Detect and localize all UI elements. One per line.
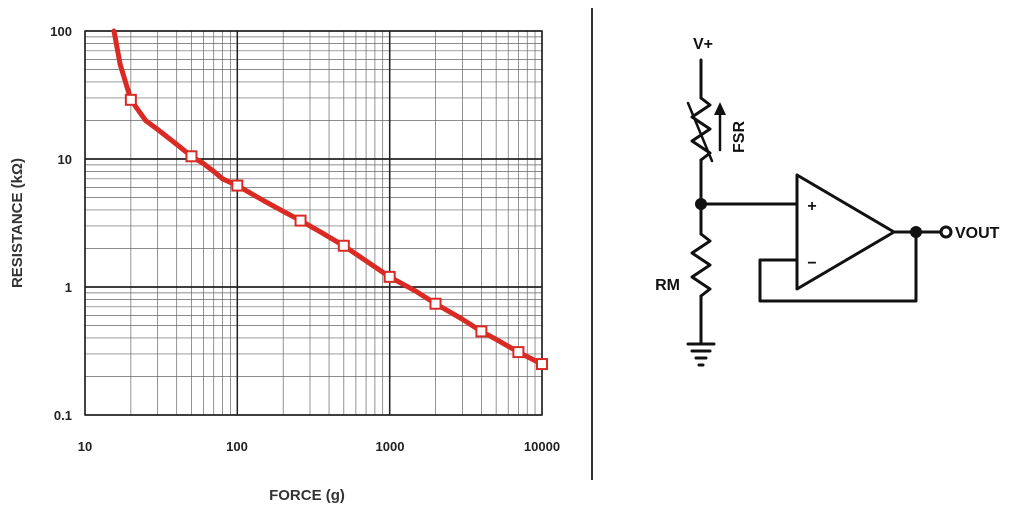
x-axis-label: FORCE (g): [269, 487, 345, 504]
y-tick-label: 10: [58, 152, 72, 167]
output-terminal: [939, 225, 953, 239]
rm-resistor: [690, 232, 712, 298]
data-point-marker: [294, 214, 307, 227]
plot-frame: [84, 30, 543, 416]
fsr-variable-slash: [686, 101, 714, 163]
y-axis-label: RESISTANCE (kΩ): [9, 158, 26, 288]
x-tick-label: 10000: [524, 439, 560, 454]
data-point-marker: [475, 325, 488, 338]
resistance-curve: [111, 28, 545, 367]
plus-input-sign: +: [807, 198, 816, 215]
data-point-marker: [124, 93, 137, 106]
series-layer: [111, 28, 548, 371]
data-point-marker: [231, 179, 244, 192]
minus-input-sign: −: [807, 255, 816, 272]
x-tick-label: 100: [226, 439, 248, 454]
y-tick-label: 0.1: [54, 408, 72, 423]
data-point-marker: [383, 270, 396, 283]
data-point-marker: [536, 358, 548, 371]
supply-label: V+: [693, 36, 713, 53]
force-resistance-chart: 10 100 1000 10000 0.1 1 10 100 FORCE (g)…: [9, 24, 560, 504]
y-tick-label: 100: [50, 24, 72, 39]
output-label: VOUT: [955, 225, 1000, 242]
fsr-label: FSR: [731, 121, 748, 153]
minor-grid: [85, 31, 542, 415]
fsr-circuit-schematic: V+ FSR RM + − VOUT: [655, 36, 1000, 367]
feedback-wire: [758, 230, 918, 303]
op-amp-triangle: [795, 173, 896, 291]
data-point-marker: [512, 346, 525, 359]
x-tick-label: 10: [78, 439, 92, 454]
major-grid: [84, 30, 543, 416]
y-tick-label: 1: [65, 280, 72, 295]
data-point-marker: [429, 297, 442, 310]
data-point-marker: [337, 239, 350, 252]
data-point-marker: [185, 150, 198, 163]
ground-icon: [686, 342, 716, 367]
x-tick-label: 1000: [376, 439, 405, 454]
rm-label: RM: [655, 277, 680, 294]
fsr-arrow-icon: [714, 102, 726, 115]
